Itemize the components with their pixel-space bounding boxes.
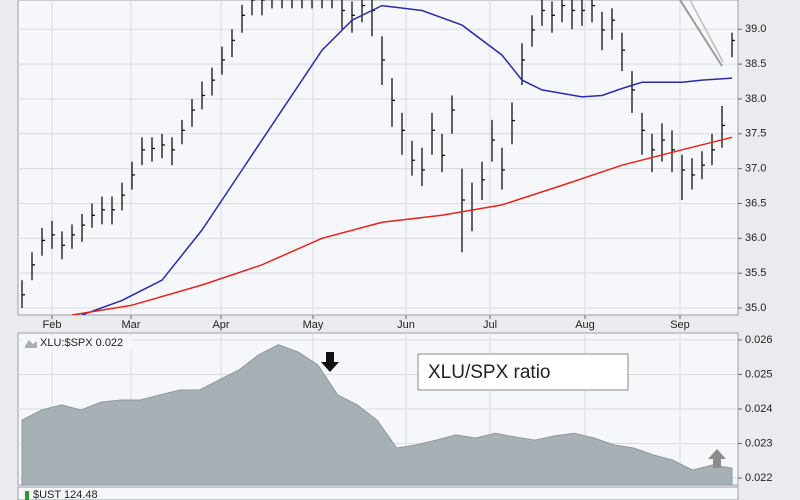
ratio-area <box>21 344 733 485</box>
ust-panel <box>17 486 739 500</box>
label-icon <box>25 491 29 500</box>
y-tick-label: 0.024 <box>745 403 773 415</box>
y-tick-label: 35.0 <box>745 302 766 314</box>
x-tick-label: Jul <box>483 319 497 331</box>
y-tick-label: 37.0 <box>745 163 766 175</box>
annotation-line <box>679 0 723 67</box>
y-tick-label: 36.5 <box>745 197 766 209</box>
up-arrow <box>708 449 726 468</box>
x-tick-label: Feb <box>43 319 62 331</box>
y-tick-label: 0.022 <box>745 472 773 484</box>
x-tick-label: Sep <box>670 319 690 331</box>
price-plot <box>18 0 738 315</box>
down-arrow <box>321 352 339 372</box>
x-tick-label: Mar <box>122 319 141 331</box>
x-tick-label: Aug <box>575 319 595 331</box>
y-tick-label: 35.5 <box>745 267 766 279</box>
annotation-box <box>417 353 629 391</box>
label-bg <box>22 336 132 350</box>
moving-average <box>81 4 733 315</box>
axes: Feb Mar Apr May Jun Jul Aug Sep 35.0 35.5 36.0 36.5… <box>43 23 773 484</box>
x-tick-label: Apr <box>212 319 229 331</box>
price-panel <box>17 0 739 316</box>
y-tick-label: 38.5 <box>745 58 766 70</box>
x-tick-label: May <box>303 319 324 331</box>
ratio-plot <box>18 333 738 485</box>
annotation: XLU/SPX ratio <box>428 362 551 383</box>
moving-average <box>71 136 733 315</box>
annotation-line <box>689 0 724 63</box>
y-tick-label: 0.023 <box>745 437 773 449</box>
y-tick-label: 38.0 <box>745 93 766 105</box>
x-tick-label: Jun <box>397 319 415 331</box>
y-tick-label: 0.026 <box>745 334 773 346</box>
ust-label: $UST 124.48 <box>33 489 98 500</box>
ratio-label: XLU:$SPX 0.022 <box>40 337 123 349</box>
y-tick-label: 36.0 <box>745 232 766 244</box>
y-tick-label: 39.0 <box>745 23 766 35</box>
label-icon <box>25 340 37 348</box>
y-tick-label: 0.025 <box>745 368 773 380</box>
y-tick-label: 37.5 <box>745 128 766 140</box>
